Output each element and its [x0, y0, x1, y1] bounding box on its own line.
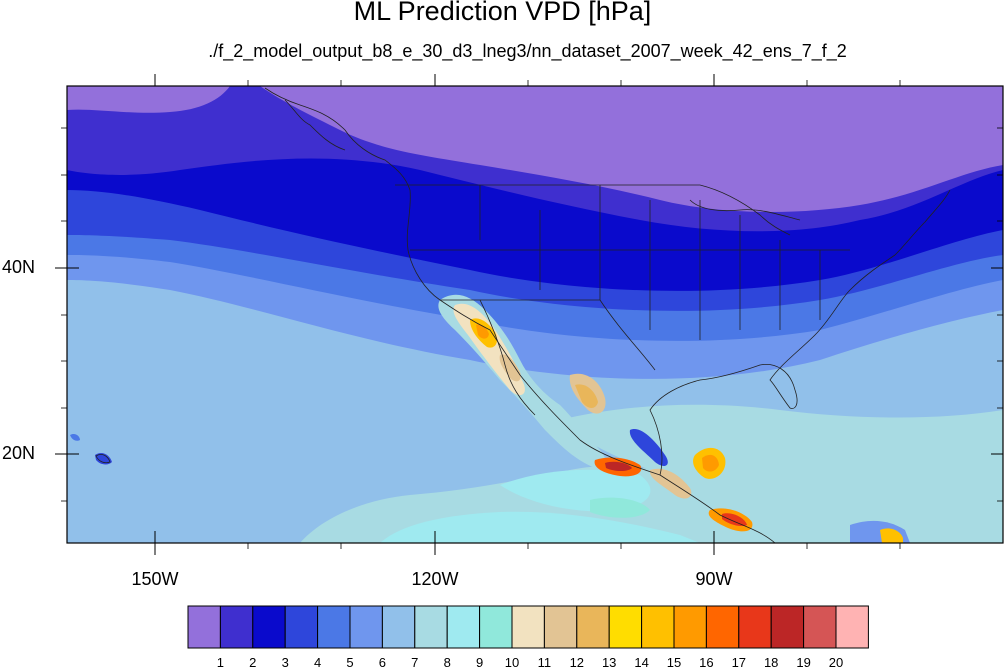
colorbar-box	[414, 605, 448, 649]
coastlines	[95, 87, 951, 543]
minor-ticks	[61, 80, 1003, 549]
axis-ticks	[55, 74, 1003, 555]
colorbar-tick-label: 20	[828, 655, 844, 670]
colorbar-tick-label: 19	[796, 655, 811, 670]
colorbar-tick-label: 4	[313, 655, 322, 670]
colorbar-box	[317, 605, 351, 649]
colorbar-tick-label: 13	[601, 655, 617, 670]
colorbar-tick-label: 12	[569, 655, 585, 670]
colorbar-box	[511, 605, 545, 649]
colorbar-tick-label: 8	[443, 655, 451, 670]
colorbar-box	[673, 605, 707, 649]
colorbar-tick-label: 1	[216, 655, 224, 670]
colorbar-box	[803, 605, 837, 649]
colorbar-box	[446, 605, 481, 649]
colorbar-box	[284, 605, 319, 649]
map-title: ML Prediction VPD [hPa]	[353, 0, 652, 26]
vpd-map	[55, 74, 1004, 555]
colorbar-box	[381, 605, 416, 649]
colorbar-tick-label: 5	[346, 655, 354, 670]
colorbar-tick-label: 16	[699, 655, 714, 670]
colorbar-box	[641, 605, 675, 649]
colorbar-box	[770, 605, 805, 649]
colorbar-box	[252, 605, 286, 649]
lat-label-20n: 20N	[2, 443, 36, 463]
lon-label-120w: 120W	[411, 569, 459, 589]
colorbar-box	[479, 605, 513, 649]
lat-label-40n: 40N	[2, 257, 36, 277]
colorbar-box	[349, 605, 383, 649]
colorbar-tick-label: 3	[281, 655, 289, 670]
vpd-field	[67, 86, 1003, 543]
colorbar-box	[219, 605, 254, 649]
colorbar-tick-label: 6	[378, 655, 386, 670]
lon-label-150w: 150W	[131, 569, 179, 589]
colorbar-tick-label: 7	[411, 655, 419, 670]
colorbar-box	[705, 605, 740, 649]
map-subtitle: ./f_2_model_output_b8_e_30_d3_lneg3/nn_d…	[208, 41, 847, 61]
colorbar-tick-label: 9	[475, 655, 484, 670]
colorbar-tick-label: 2	[249, 655, 257, 670]
colorbar-box	[835, 605, 869, 649]
colorbar-box	[608, 605, 643, 649]
colorbar-box	[738, 605, 772, 649]
colorbar	[187, 605, 869, 649]
colorbar-tick-label: 18	[763, 655, 779, 670]
colorbar-tick-label: 14	[634, 655, 649, 670]
colorbar-box	[576, 605, 610, 649]
lon-label-90w: 90W	[695, 569, 733, 589]
map-frame	[66, 85, 1004, 544]
colorbar-tick-label: 17	[731, 655, 747, 670]
colorbar-tick-label: 15	[666, 655, 682, 670]
colorbar-box	[187, 605, 221, 649]
colorbar-tick-label: 11	[537, 655, 552, 670]
colorbar-box	[543, 605, 578, 649]
colorbar-tick-label: 10	[504, 655, 520, 670]
